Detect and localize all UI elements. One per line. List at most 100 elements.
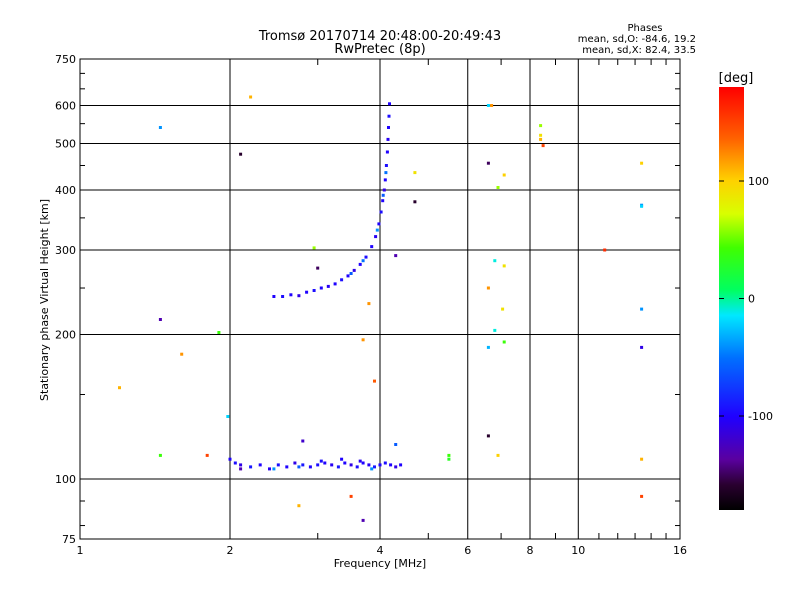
data-point <box>541 144 545 148</box>
data-point <box>447 453 451 457</box>
phases-mean-o: mean, sd,O: -84.6, 19.2 <box>578 34 696 45</box>
data-point <box>361 338 365 342</box>
data-point <box>272 295 276 298</box>
data-point <box>340 278 344 282</box>
data-point <box>358 262 362 266</box>
data-point <box>387 114 391 118</box>
data-point <box>349 463 353 467</box>
data-point <box>330 463 334 467</box>
data-point <box>490 104 494 107</box>
data-point <box>413 171 417 175</box>
data-point <box>501 307 505 311</box>
colorbar-tick-label: -100 <box>748 410 773 423</box>
data-point <box>205 453 209 457</box>
data-point <box>367 302 371 306</box>
data-point <box>493 259 497 263</box>
data-point <box>377 222 381 226</box>
colorbar-label: [deg] <box>719 71 754 86</box>
data-point <box>389 463 393 467</box>
data-point <box>496 186 500 189</box>
data-point <box>249 95 253 99</box>
chart-subtitle: RwPretec (8p) <box>334 42 425 57</box>
y-axis-label: Stationary phase Virtual Height [km] <box>38 199 51 401</box>
data-point <box>539 133 543 137</box>
grid-lines <box>80 59 680 539</box>
data-point <box>367 463 371 467</box>
data-point <box>297 294 301 298</box>
y-axis-ticks: 75 100 200 300 400 500 600 750 <box>55 53 680 546</box>
data-point <box>249 465 253 469</box>
y-tick-label: 200 <box>55 329 76 342</box>
data-point <box>346 274 350 278</box>
data-point <box>336 465 340 469</box>
data-point <box>226 415 230 418</box>
colorbar-tick-label: 0 <box>748 293 755 306</box>
data-point <box>373 465 376 469</box>
data-point <box>394 465 398 469</box>
data-point <box>640 457 644 461</box>
data-point <box>118 386 121 390</box>
data-point <box>394 443 398 446</box>
data-point <box>352 268 356 272</box>
data-points <box>118 95 644 522</box>
data-point <box>447 457 451 461</box>
x-tick-label: 8 <box>527 544 534 557</box>
y-tick-label: 75 <box>62 533 76 546</box>
plot-frame <box>79 58 681 540</box>
data-point <box>486 434 490 438</box>
data-point <box>319 459 323 463</box>
data-point <box>158 453 162 457</box>
data-point <box>388 102 391 106</box>
data-point <box>386 137 390 141</box>
data-point <box>382 188 386 192</box>
data-point <box>640 494 644 498</box>
data-point <box>180 352 184 356</box>
data-point <box>502 264 506 268</box>
data-point <box>374 235 378 239</box>
colorbar-tick-label: 100 <box>748 175 769 188</box>
data-point <box>358 459 362 463</box>
y-tick-label: 500 <box>55 138 76 151</box>
x-tick-label: 6 <box>464 544 471 557</box>
data-point <box>413 200 417 204</box>
x-axis-ticks: 1 2 4 6 8 10 16 <box>77 59 687 557</box>
data-point <box>258 463 262 467</box>
data-point <box>301 439 305 443</box>
data-point <box>379 210 383 214</box>
data-point <box>493 328 497 332</box>
phases-mean-x: mean, sd,X: 82.4, 33.5 <box>582 45 696 56</box>
data-point <box>383 461 387 465</box>
data-point <box>281 295 285 298</box>
data-point <box>233 461 237 465</box>
data-point <box>301 463 305 467</box>
data-point <box>268 467 271 471</box>
data-point <box>297 465 301 469</box>
data-point <box>385 150 389 154</box>
data-point <box>355 465 359 469</box>
data-point <box>486 345 490 349</box>
data-point <box>364 255 368 259</box>
data-point <box>539 137 543 141</box>
data-point <box>239 467 243 471</box>
y-tick-label: 600 <box>55 100 76 113</box>
data-point <box>326 284 330 288</box>
data-point <box>384 171 388 175</box>
data-point <box>340 457 344 461</box>
data-point <box>305 290 309 294</box>
data-point <box>496 453 500 457</box>
data-point <box>349 494 353 498</box>
data-point <box>361 518 365 522</box>
data-point <box>640 161 644 165</box>
data-point <box>272 467 276 471</box>
y-tick-label: 300 <box>55 244 76 257</box>
phases-heading: Phases <box>627 23 662 34</box>
data-point <box>316 266 320 270</box>
data-point <box>361 461 365 465</box>
data-point <box>333 282 337 286</box>
data-point <box>293 461 297 465</box>
data-point <box>239 463 243 467</box>
data-point <box>381 193 385 197</box>
colorbar-ticks: -100 0 100 <box>719 175 773 423</box>
data-point <box>387 126 390 129</box>
